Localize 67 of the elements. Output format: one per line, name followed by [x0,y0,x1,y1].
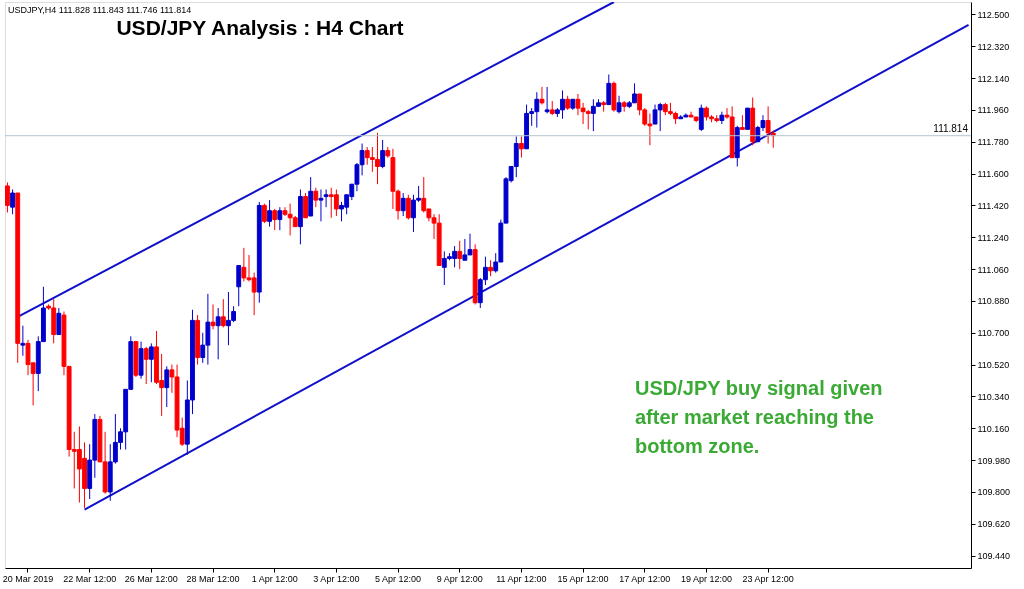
x-tick-label: 23 Apr 12:00 [742,573,794,584]
x-tick-label: 22 Mar 12:00 [63,573,117,584]
x-tick-label: 1 Apr 12:00 [251,573,298,584]
candlestick [272,208,278,231]
candlestick [457,240,463,270]
y-tick-label: 112.320 [977,41,1010,52]
y-tick-label: 111.600 [977,169,1009,180]
candlestick [380,139,386,169]
candlestick [143,346,149,385]
x-tick-label: 17 Apr 12:00 [619,573,671,584]
candlestick [513,135,519,178]
candlestick [318,188,324,222]
candlestick [267,199,272,228]
candlestick [400,192,406,217]
y-tick-label: 109.980 [977,455,1011,466]
candlestick [405,194,411,221]
x-tick-label: 28 Mar 12:00 [186,573,240,584]
x-tick-label: 3 Apr 12:00 [313,573,360,584]
y-tick-label: 112.140 [977,73,1010,84]
candlestick [56,307,62,336]
y-tick-label: 109.620 [977,519,1011,530]
candlestick [164,365,170,408]
candlestick [333,188,339,217]
annotation: USD/JPY buy signal given after market reaching the bottom zone. [635,377,883,457]
y-tick-label: 110.880 [977,296,1010,307]
candlestick [5,181,10,213]
text: USD/JPY Analysis : H4 Chart [116,16,404,39]
candlestick [585,109,591,130]
y-tick-label: 109.440 [977,551,1011,562]
y-tick-label: 111.240 [977,232,1009,243]
candlestick [148,342,154,383]
y-tick-label: 112.500 [977,9,1010,20]
candlestick [698,104,704,132]
x-tick-label: 26 Mar 12:00 [124,573,178,584]
candlestick [313,187,319,208]
x-tick-label: 9 Apr 12:00 [436,573,483,584]
x-tick-label: 11 Apr 12:00 [496,573,547,584]
candlestick [606,74,612,106]
candlestick [277,206,283,231]
y-tick-label: 111.780 [977,137,1009,148]
x-tick-label: 20 Mar 2019 [2,573,54,584]
y-tick-label: 110.700 [977,328,1010,339]
candlestick [539,86,545,106]
y-tick-label: 110.520 [977,360,1010,371]
y-tick-label: 109.800 [977,487,1011,498]
annotation: USDJPY,H4 111.828 111.843 111.746 111.814 [8,5,192,15]
candlestick [745,107,750,130]
y-tick-label: 111.420 [977,200,1009,211]
candlestick [544,86,550,114]
candlestick [210,303,216,330]
candlestick [262,203,267,224]
candlestick [220,298,226,328]
candlestick [215,307,221,360]
y-tick-label: 110.340 [977,391,1010,402]
candlestick [236,265,242,307]
x-tick-label: 5 Apr 12:00 [375,573,422,584]
y-tick-label: 111.960 [977,105,1009,116]
y-tick-label: 111.060 [977,264,1009,275]
x-tick-label: 15 Apr 12:00 [557,573,609,584]
ref-line-label: 111.814 [933,122,969,134]
candlestick [10,188,16,215]
y-tick-label: 110.160 [977,423,1010,434]
candlestick [719,111,725,125]
candlestick [20,325,26,357]
candlestick [303,192,308,219]
candlestick [518,135,524,159]
x-tick-label: 19 Apr 12:00 [680,573,732,584]
